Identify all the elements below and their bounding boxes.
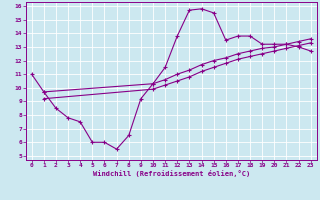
- X-axis label: Windchill (Refroidissement éolien,°C): Windchill (Refroidissement éolien,°C): [92, 170, 250, 177]
